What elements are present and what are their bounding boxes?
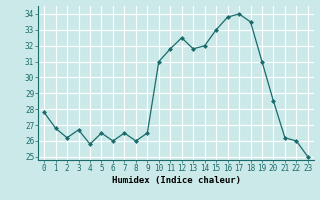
X-axis label: Humidex (Indice chaleur): Humidex (Indice chaleur)	[111, 176, 241, 185]
